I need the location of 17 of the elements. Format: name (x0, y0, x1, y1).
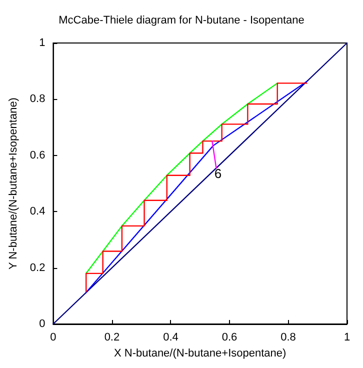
x-tick-label: 0.6 (222, 332, 238, 344)
y-tick-label: 0.2 (30, 262, 46, 274)
y-tick-label: 0 (39, 318, 46, 330)
chart-title: McCabe-Thiele diagram for N-butane - Isopentane (58, 14, 304, 26)
x-tick-label: 0.2 (104, 332, 120, 344)
x-tick-label: 0 (50, 332, 56, 344)
y-tick-label: 0.6 (30, 149, 46, 162)
x-tick-label: 1 (344, 332, 350, 344)
x-tick-label: 0.8 (280, 332, 296, 344)
x-axis-title: X N-butane/(N-butane+Isopentane) (114, 347, 286, 360)
x-tick-label: 0.4 (163, 332, 178, 344)
y-tick-label: 0.8 (30, 93, 46, 106)
annotation: 6 (214, 166, 222, 181)
y-tick-label: 1 (39, 37, 46, 49)
line-series (86, 82, 278, 274)
y-axis-title: Y N-butane/(N-butane+Isopentane) (8, 98, 20, 270)
y-tick-label: 0.4 (30, 206, 46, 218)
